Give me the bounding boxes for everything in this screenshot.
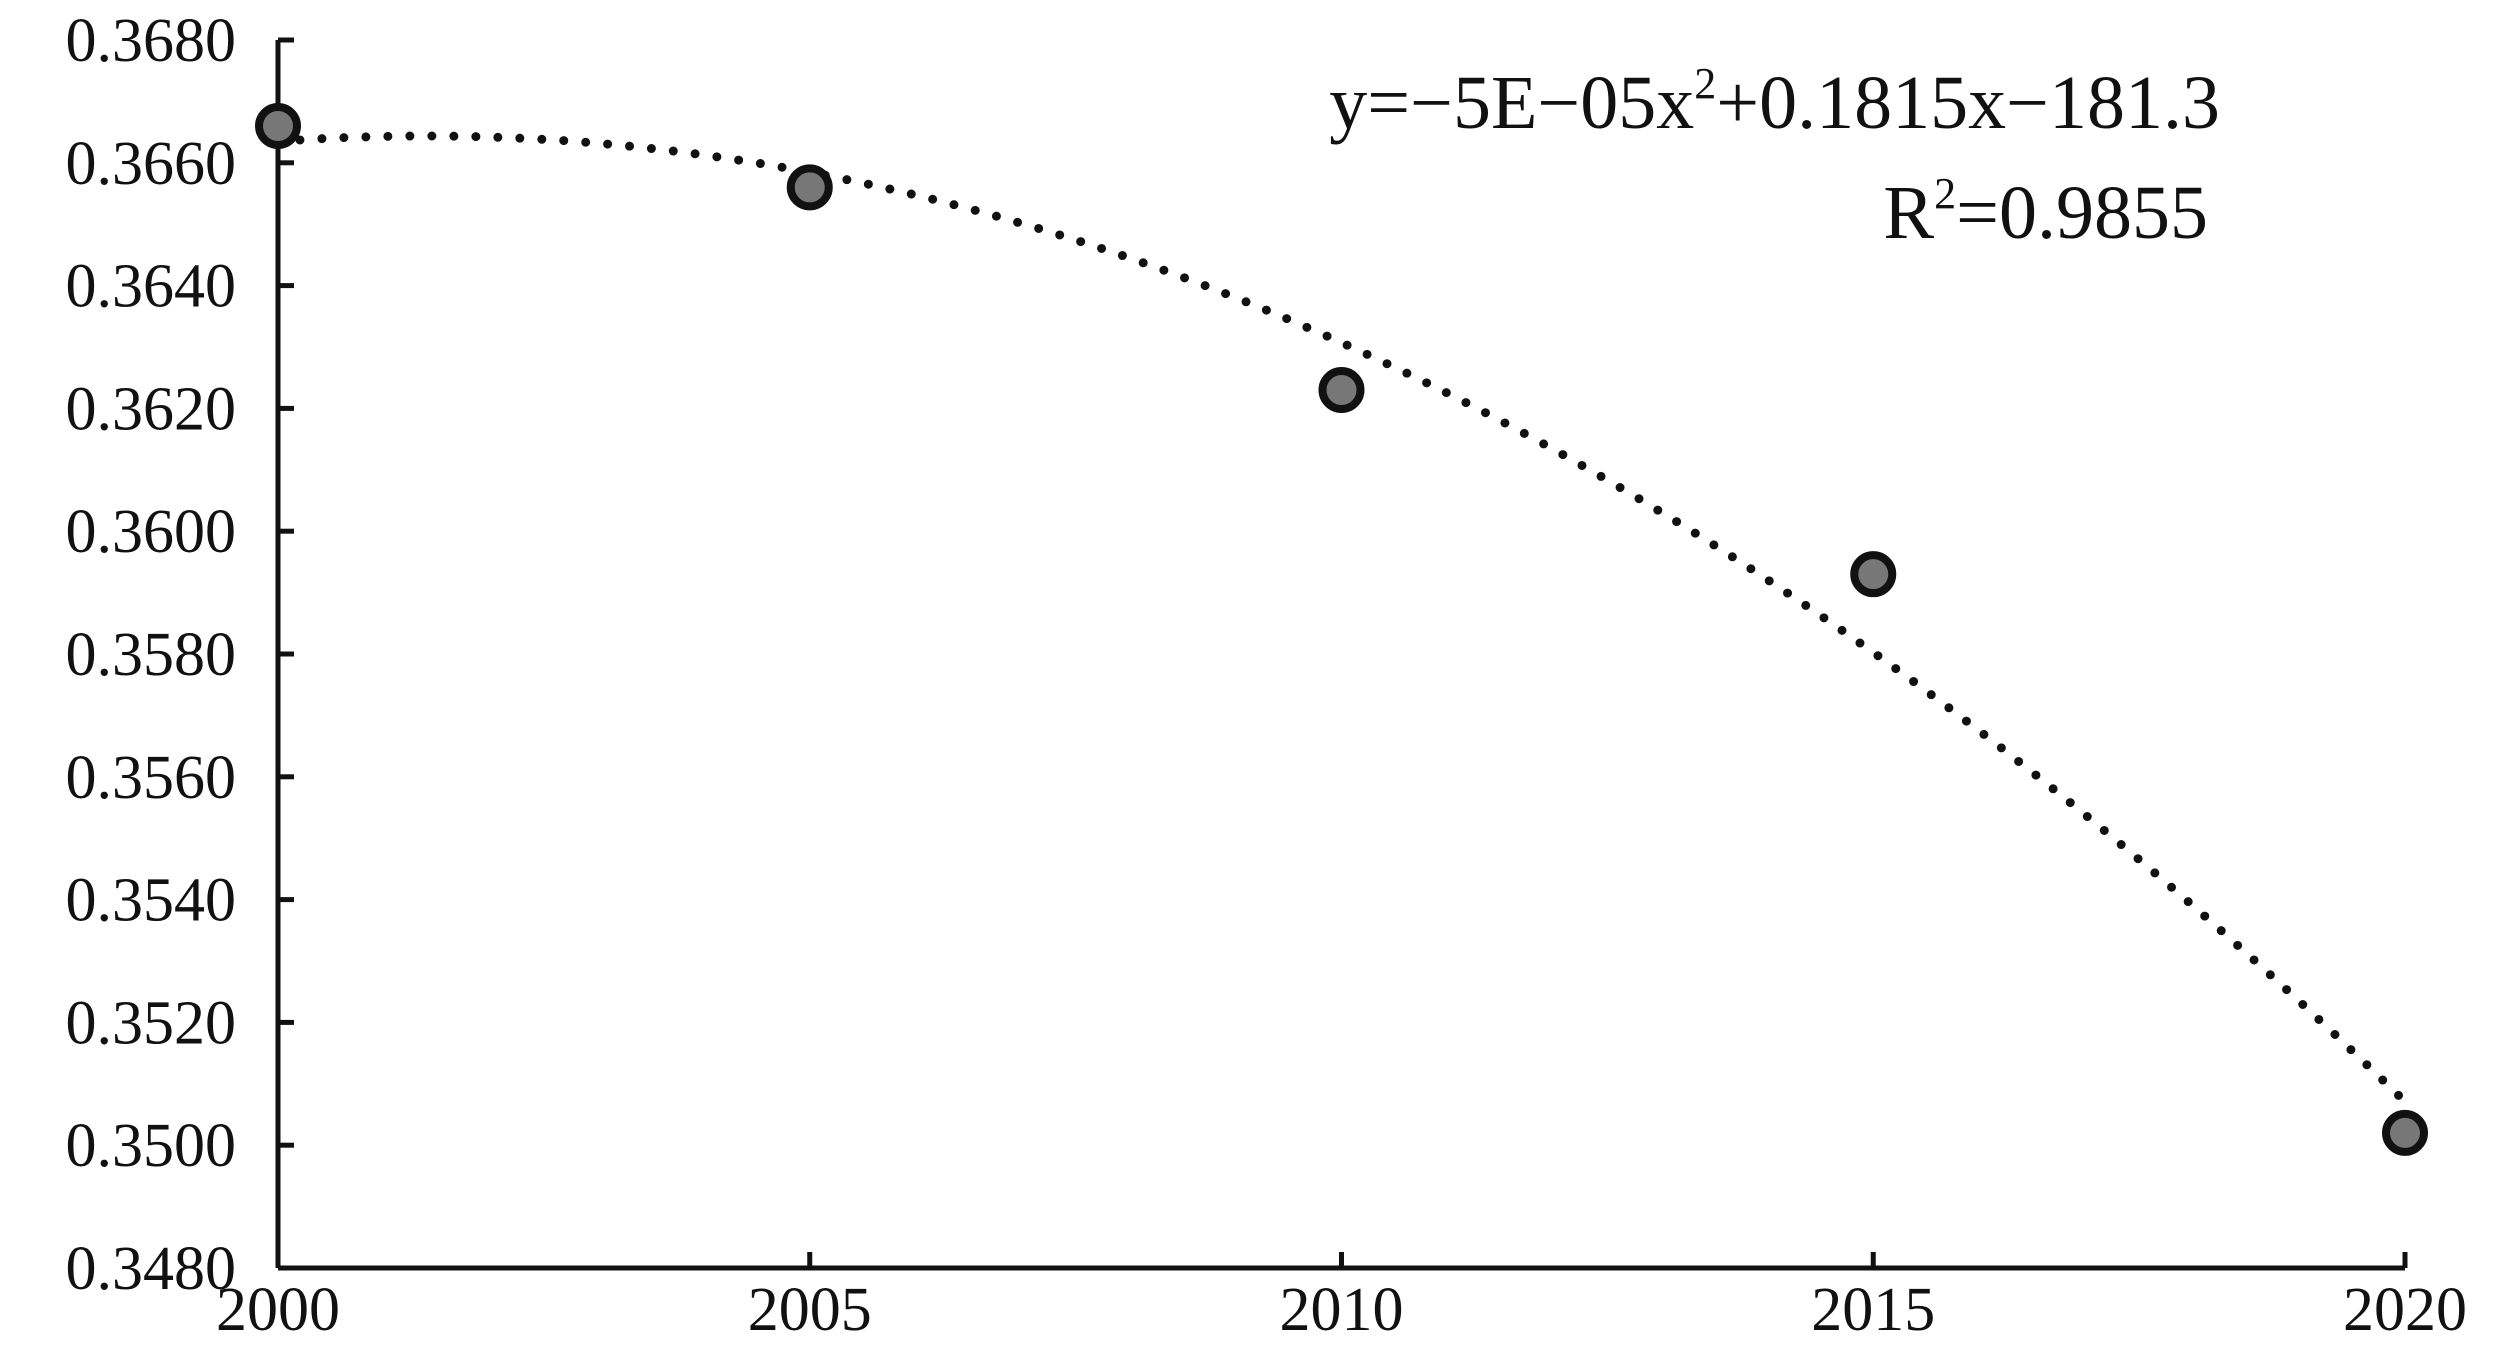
trendline	[273, 131, 2410, 1107]
data-point	[1318, 366, 1365, 413]
y-tick-label: 0.3560	[66, 744, 237, 812]
x-tick-label: 2010	[1280, 1276, 1404, 1344]
y-tick-label: 0.3660	[66, 130, 237, 198]
data-points	[255, 102, 2428, 1156]
y-tick-label: 0.3520	[66, 989, 237, 1057]
y-axis-ticks: 0.3480 0.3500 0.3520 0.3540 0.3560 0.3580 0.36…	[66, 7, 294, 1303]
y-tick-label: 0.3500	[66, 1112, 237, 1180]
y-tick-label: 0.3580	[66, 621, 237, 689]
y-tick-label: 0.3540	[66, 867, 237, 935]
y-tick-label: 0.3480	[66, 1235, 237, 1303]
y-tick-label: 0.3620	[66, 375, 237, 443]
y-tick-label: 0.3640	[66, 253, 237, 321]
x-tick-label: 2000	[216, 1276, 340, 1344]
x-axis-ticks: 2000 2005 2010 2015 2020	[216, 1252, 2467, 1344]
trendline-equation: y=−5E−05x2+0.1815x−181.3	[1329, 59, 2220, 145]
y-tick-label: 0.3600	[66, 498, 237, 566]
data-point	[786, 164, 833, 211]
x-tick-label: 2015	[1811, 1276, 1935, 1344]
y-tick-label: 0.3680	[66, 7, 237, 75]
data-point	[255, 102, 301, 149]
r-squared-label: R2=0.9855	[1883, 169, 2208, 255]
data-point	[1850, 551, 1897, 598]
x-tick-label: 2005	[748, 1276, 872, 1344]
data-point	[2382, 1109, 2428, 1156]
x-tick-label: 2020	[2343, 1276, 2467, 1344]
